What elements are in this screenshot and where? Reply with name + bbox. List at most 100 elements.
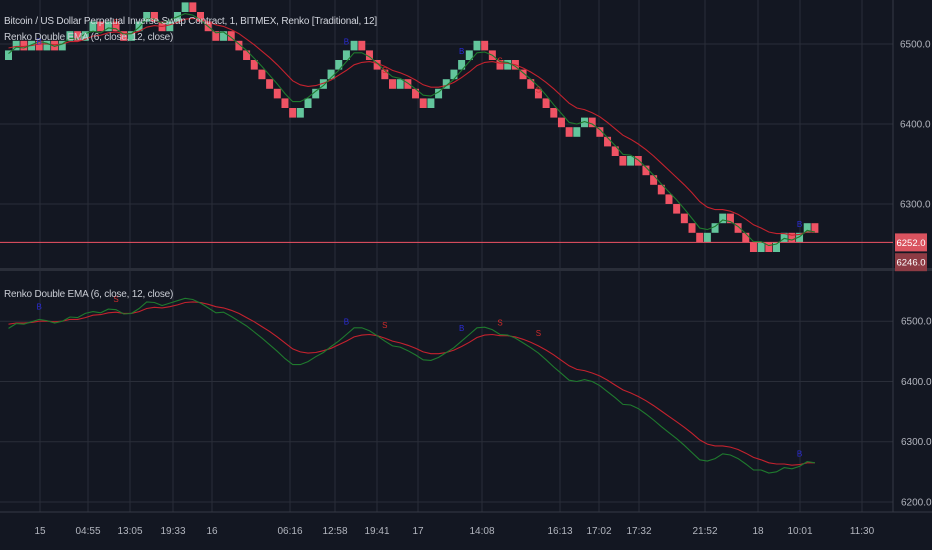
time-tick-label: 13:05 [117,526,142,537]
renko-brick-down [588,117,596,128]
renko-brick-up [780,232,788,243]
chart-title[interactable]: Bitcoin / US Dollar Perpetual Inverse Sw… [4,16,377,27]
renko-brick-up [427,98,435,108]
renko-brick-down [657,184,665,195]
renko-brick-up [473,40,481,51]
sell-signal-marker-lower: S [536,329,541,338]
time-tick-label: 21:52 [692,526,717,537]
sell-signal-marker-lower: S [113,295,118,304]
renko-brick-down [227,31,235,41]
renko-brick-up [296,108,304,118]
buy-signal-marker-lower: B [37,302,42,311]
renko-brick-down [811,223,819,233]
last-price-tag-text: 6252.0 [896,238,925,249]
renko-brick-up [442,79,450,89]
renko-brick-up [465,50,473,60]
renko-brick-down [765,242,773,252]
renko-brick-up [304,98,312,108]
renko-brick-down [534,88,542,99]
renko-brick-up [711,223,719,233]
renko-brick-down [680,213,688,224]
ema-slow-line-main [8,17,815,236]
time-tick-label: 19:33 [160,526,185,537]
renko-brick-down [97,21,105,32]
renko-brick-down [634,156,642,166]
time-tick-label: 18 [752,526,764,537]
time-tick-label: 16 [206,526,218,537]
renko-brick-up [5,50,12,60]
renko-brick-down [51,40,59,51]
pane-separator[interactable] [0,268,932,271]
renko-brick-down [20,40,28,51]
renko-brick-up [66,31,74,41]
renko-brick-up [627,156,635,166]
renko-brick-down [519,69,527,80]
price-tick-label: 6500.0 [900,40,931,51]
renko-brick-down [665,194,673,204]
indicator-legend-main[interactable]: Renko Double EMA (6, close, 12, close) [4,32,174,43]
indicator-legend-lower[interactable]: Renko Double EMA (6, close, 12, close) [4,289,174,300]
ema-slow-line-lower [8,301,815,466]
ema-fast-line-lower [8,297,815,474]
renko-brick-down [358,40,366,51]
renko-brick-up [143,12,151,22]
sell-signal-marker-lower: S [382,321,387,330]
renko-brick-up [319,79,327,89]
renko-brick-down [749,242,757,252]
renko-brick-down [696,232,704,243]
price-tick-label: 6500.0000 [901,317,932,328]
renko-brick-up [719,213,727,224]
renko-brick-up [58,40,66,51]
secondary-price-tag[interactable] [895,253,927,272]
time-tick-label: 04:55 [75,526,100,537]
sell-signal-marker: S [497,57,502,66]
renko-brick-down [365,50,373,60]
renko-brick-up [127,31,135,41]
renko-brick-down [243,50,251,60]
renko-brick-up [43,40,51,51]
renko-brick-up [757,242,765,252]
renko-brick-down [150,12,158,22]
renko-brick-down [74,31,82,41]
sell-signal-marker: S [113,18,118,27]
renko-brick-down [642,165,650,176]
renko-brick-up [89,21,97,32]
renko-brick-up [435,88,443,99]
renko-brick-down [404,79,412,89]
sell-signal-marker: S [382,66,387,75]
renko-brick-down [389,79,396,89]
time-tick-label: 15 [34,526,46,537]
last-price-tag[interactable] [895,233,927,252]
buy-signal-marker: B [37,37,42,46]
renko-brick-down [742,232,750,243]
renko-brick-down [527,79,535,89]
buy-signal-marker-lower: B [797,449,802,458]
renko-brick-down [673,204,681,214]
price-tick-label: 6400.0000 [901,377,932,388]
renko-brick-down [189,2,197,13]
renko-brick-up [803,223,811,233]
renko-brick-up [342,50,350,60]
sell-signal-marker: S [536,85,541,94]
renko-brick-up [504,60,512,70]
renko-brick-up [335,60,343,70]
renko-brick-down [373,60,381,70]
renko-brick-up [312,88,320,99]
renko-brick-up [450,69,458,80]
price-tick-label: 6300.0000 [901,437,932,448]
renko-brick-up [350,40,358,51]
renko-brick-up [220,31,228,41]
renko-brick-up [104,21,112,32]
time-tick-label: 14:08 [469,526,494,537]
renko-brick-up [773,242,780,252]
time-tick-label: 11:30 [850,526,875,537]
renko-brick-down [266,79,274,89]
renko-brick-down [35,40,43,51]
time-tick-label: 12:58 [322,526,347,537]
renko-brick-up [458,60,466,70]
price-tick-label: 6300.0 [900,200,931,211]
renko-brick-up [12,40,20,51]
